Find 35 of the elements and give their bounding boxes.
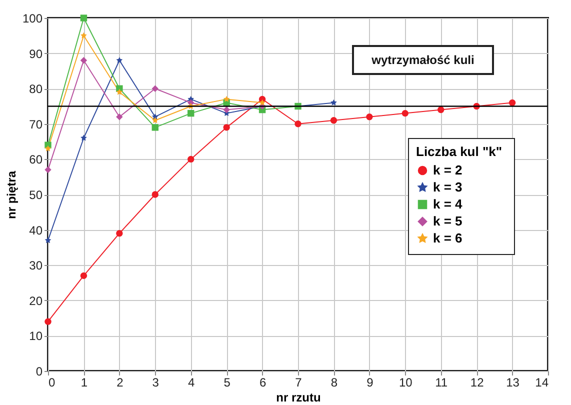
y-tick-label: 30 — [29, 258, 43, 273]
legend-label: k = 2 — [433, 162, 462, 178]
x-tick-label: 0 — [48, 376, 56, 390]
x-tick-label: 1 — [80, 376, 88, 390]
x-tick-label: 10 — [398, 376, 413, 390]
y-tick-label: 80 — [29, 82, 43, 96]
x-tick-label: 12 — [470, 376, 484, 390]
annotation: wytrzymałość kuli — [370, 53, 474, 67]
y-tick-label: 100 — [22, 12, 43, 26]
y-tick-label: 0 — [36, 364, 43, 378]
legend-label: k = 5 — [433, 214, 462, 228]
y-tick-label: 90 — [29, 46, 43, 61]
x-tick-label: 5 — [224, 376, 231, 390]
legend-label: k = 4 — [433, 196, 464, 212]
y-tick-label: 20 — [29, 294, 43, 308]
y-tick-label: 60 — [29, 152, 43, 167]
legend-title: Liczba kul "k" — [416, 144, 502, 159]
x-tick-label: 7 — [295, 376, 302, 390]
y-axis-title: nr piętra — [4, 170, 18, 220]
x-axis-title: nr rzutu — [276, 390, 321, 404]
legend-label: k = 6 — [433, 230, 462, 246]
y-tick-label: 70 — [29, 117, 43, 132]
x-tick-label: 4 — [188, 376, 196, 390]
y-tick-label: 10 — [29, 329, 43, 344]
x-tick-label: 13 — [506, 376, 520, 390]
x-tick-label: 9 — [366, 376, 374, 390]
x-tick-label: 3 — [152, 376, 160, 390]
x-tick-label: 6 — [259, 376, 266, 390]
legend-label: k = 3 — [433, 180, 462, 194]
y-tick-label: 50 — [29, 188, 43, 202]
x-tick-label: 14 — [535, 376, 549, 390]
x-tick-label: 8 — [330, 376, 338, 390]
x-tick-label: 2 — [116, 376, 124, 390]
y-tick-label: 40 — [29, 223, 43, 238]
x-tick-label: 11 — [435, 376, 448, 390]
